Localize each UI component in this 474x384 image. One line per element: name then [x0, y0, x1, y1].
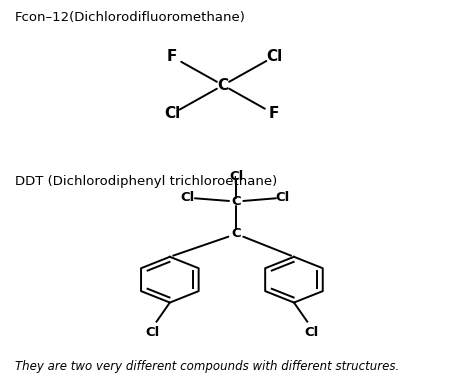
Text: Cl: Cl	[164, 106, 180, 121]
Text: Cl: Cl	[229, 170, 244, 183]
Text: Cl: Cl	[305, 326, 319, 339]
Text: C: C	[231, 227, 241, 240]
Text: C: C	[218, 78, 228, 93]
Text: F: F	[167, 49, 177, 64]
Text: Cl: Cl	[266, 49, 282, 64]
Text: C: C	[231, 195, 241, 208]
Text: Cl: Cl	[181, 191, 195, 204]
Text: F: F	[269, 106, 279, 121]
Text: Cl: Cl	[276, 191, 290, 204]
Text: DDT (Dichlorodiphenyl trichloroethane): DDT (Dichlorodiphenyl trichloroethane)	[15, 175, 277, 188]
Text: Cl: Cl	[145, 326, 159, 339]
Text: Fcon–12(Dichlorodifluoromethane): Fcon–12(Dichlorodifluoromethane)	[15, 11, 246, 24]
Text: They are two very different compounds with different structures.: They are two very different compounds wi…	[15, 360, 399, 373]
